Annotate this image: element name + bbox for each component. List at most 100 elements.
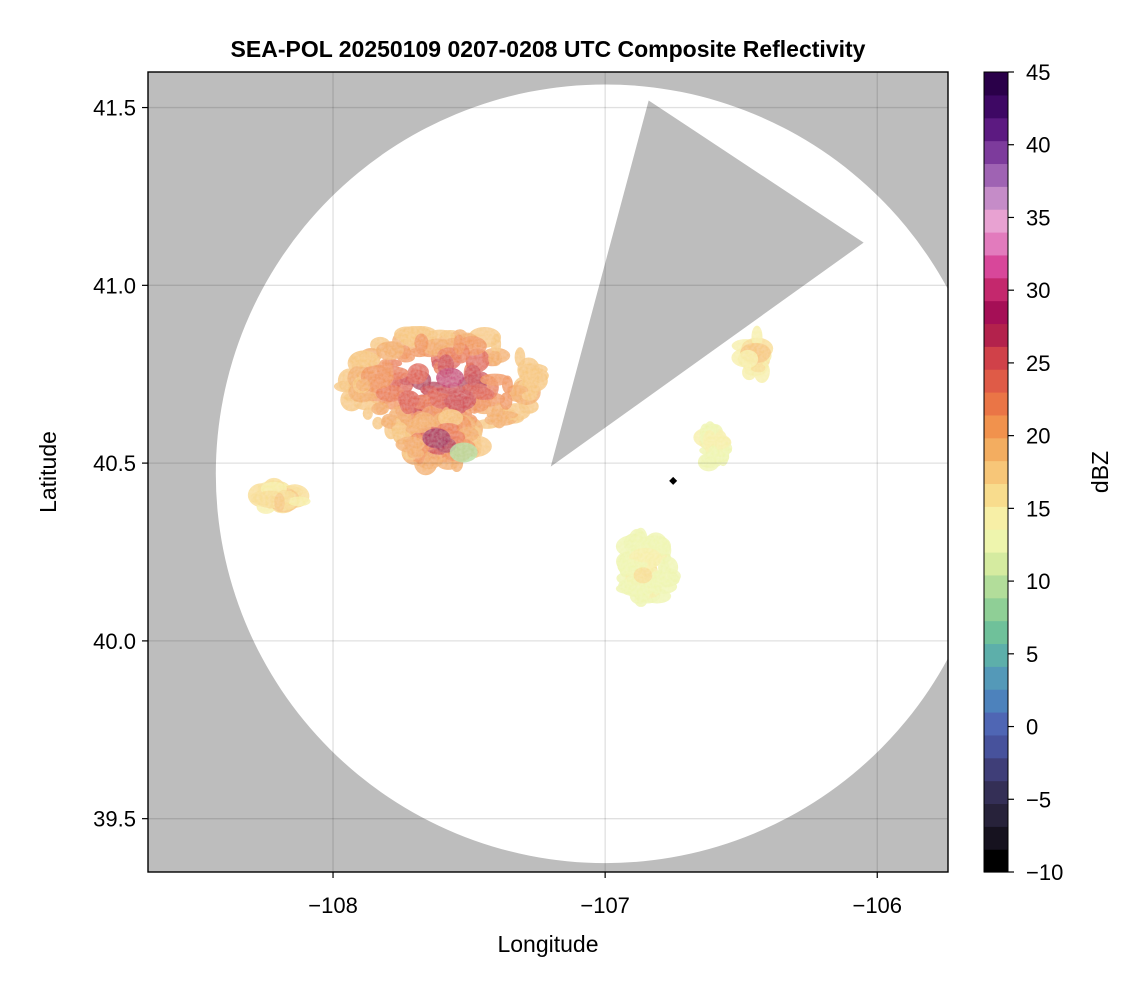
echo-cell bbox=[443, 389, 477, 411]
echo-core bbox=[436, 367, 465, 388]
echo-region bbox=[247, 477, 311, 514]
x-tick-label: −107 bbox=[580, 893, 630, 918]
x-axis-label: Longitude bbox=[497, 931, 598, 957]
colorbar-cells bbox=[984, 72, 1008, 873]
echo-cell bbox=[362, 407, 373, 420]
x-tick-label: −108 bbox=[308, 893, 358, 918]
echo-cell bbox=[464, 364, 482, 386]
colorbar-tick-label: −10 bbox=[1026, 860, 1063, 885]
echo-cell bbox=[737, 349, 759, 369]
echo-core bbox=[449, 442, 478, 463]
colorbar-cell bbox=[984, 712, 1008, 736]
colorbar-tick-label: 30 bbox=[1026, 278, 1050, 303]
echo-cell bbox=[407, 448, 425, 459]
x-tick-label: −106 bbox=[852, 893, 902, 918]
radar-coverage bbox=[215, 84, 948, 864]
colorbar-tick-label: 45 bbox=[1026, 60, 1050, 85]
colorbar-cell bbox=[984, 117, 1008, 142]
echo-cell bbox=[490, 333, 502, 356]
colorbar-tick-label: 15 bbox=[1026, 496, 1050, 521]
colorbar-cell bbox=[984, 757, 1008, 782]
plot-frame bbox=[147, 71, 949, 873]
echo-region bbox=[615, 527, 681, 607]
colorbar-cell bbox=[984, 392, 1008, 416]
colorbar-cell bbox=[984, 826, 1008, 850]
colorbar-ticks: −10 −5 0 5 10 15 20 25 30 35 40 45 bbox=[1008, 60, 1063, 885]
echo-cell bbox=[521, 391, 538, 401]
echo-cell bbox=[453, 334, 465, 356]
colorbar-tick-label: 25 bbox=[1026, 351, 1050, 376]
plot-area bbox=[147, 71, 949, 873]
echo-cell bbox=[488, 351, 503, 367]
colorbar-frame bbox=[983, 71, 1009, 873]
echo-core bbox=[422, 428, 451, 449]
echo-cell bbox=[371, 402, 389, 416]
reflectivity-echoes bbox=[247, 325, 774, 607]
echo-cell bbox=[522, 368, 540, 378]
echo-cell bbox=[438, 409, 464, 427]
echo-cell bbox=[399, 389, 417, 415]
echo-cell bbox=[356, 378, 371, 392]
colorbar-cell bbox=[984, 186, 1008, 210]
colorbar-cell bbox=[984, 232, 1008, 256]
echo-cell bbox=[414, 333, 429, 353]
chart-title: SEA-POL 20250109 0207-0208 UTC Composite… bbox=[231, 36, 866, 62]
grid-lines bbox=[148, 72, 948, 872]
colorbar-cell bbox=[984, 574, 1008, 599]
echo-cell bbox=[395, 436, 425, 453]
colorbar-cell bbox=[984, 666, 1008, 690]
echo-cell bbox=[631, 552, 662, 563]
echo-cell bbox=[615, 583, 638, 594]
colorbar-cell bbox=[984, 72, 1008, 96]
colorbar-cell bbox=[984, 483, 1008, 507]
echo-cell bbox=[436, 384, 463, 394]
colorbar-cell bbox=[984, 552, 1008, 576]
echo-cell bbox=[633, 527, 648, 554]
colorbar-cell bbox=[984, 277, 1008, 302]
echo-cell bbox=[501, 375, 513, 394]
y-tick-label: 39.5 bbox=[93, 807, 136, 832]
colorbar-tick-label: 40 bbox=[1026, 133, 1050, 158]
y-tick-label: 40.5 bbox=[93, 451, 136, 476]
colorbar-cell bbox=[984, 803, 1008, 827]
colorbar-cell bbox=[984, 849, 1008, 873]
echo-cell bbox=[375, 385, 405, 402]
colorbar-cell bbox=[984, 163, 1008, 187]
echo-cell bbox=[348, 354, 381, 367]
echo-cell bbox=[486, 410, 519, 420]
colorbar-cell bbox=[984, 529, 1008, 553]
y-axis: 39.5 40.0 40.5 41.0 41.5 bbox=[93, 96, 148, 832]
colorbar-label: dBZ bbox=[1087, 451, 1113, 493]
echo-cell bbox=[287, 496, 311, 507]
colorbar-tick-label: −5 bbox=[1026, 787, 1051, 812]
colorbar-cell bbox=[984, 460, 1008, 485]
colorbar-cell bbox=[984, 414, 1008, 439]
echo-cell bbox=[751, 325, 763, 348]
colorbar-cell bbox=[984, 323, 1008, 347]
echo-cell bbox=[381, 413, 397, 428]
echo-cell bbox=[274, 492, 285, 512]
colorbar-cell bbox=[984, 597, 1008, 622]
colorbar: −10 −5 0 5 10 15 20 25 30 35 40 45 dBZ bbox=[983, 60, 1113, 885]
colorbar-cell bbox=[984, 689, 1008, 713]
y-tick-label: 41.0 bbox=[93, 273, 136, 298]
echo-cell bbox=[617, 559, 631, 573]
echo-region bbox=[731, 325, 774, 384]
colorbar-cell bbox=[984, 209, 1008, 233]
echo-cell bbox=[633, 567, 653, 584]
colorbar-cell bbox=[984, 734, 1008, 759]
echo-cell bbox=[406, 369, 428, 385]
colorbar-tick-label: 5 bbox=[1026, 642, 1038, 667]
colorbar-cell bbox=[984, 300, 1008, 325]
colorbar-cell bbox=[984, 369, 1008, 393]
echo-cell bbox=[372, 416, 384, 430]
echo-cell bbox=[411, 420, 427, 429]
colorbar-cell bbox=[984, 620, 1008, 645]
colorbar-tick-label: 0 bbox=[1026, 715, 1038, 740]
colorbar-cell bbox=[984, 643, 1008, 667]
echo-cell bbox=[697, 452, 720, 472]
echo-cell bbox=[472, 387, 495, 400]
echo-cell bbox=[375, 341, 404, 361]
colorbar-cell bbox=[984, 254, 1008, 279]
